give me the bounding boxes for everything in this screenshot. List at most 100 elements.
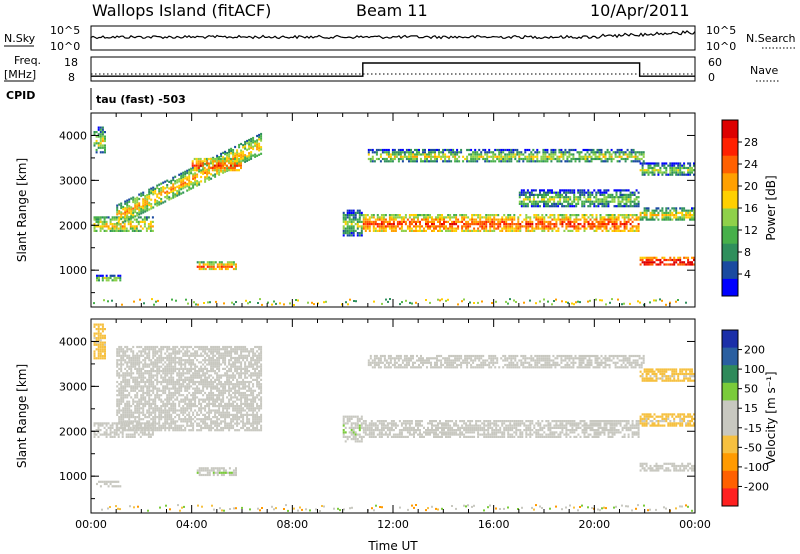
heatmap-cell [539,205,541,208]
heatmap-cell [641,162,644,165]
heatmap-cell [442,148,445,152]
heatmap-cell [458,155,461,158]
heatmap-cell [198,422,201,425]
heatmap-cell [591,193,594,196]
heatmap-cell [675,162,678,165]
heatmap-cell [240,162,242,165]
heatmap-cell [188,385,191,388]
heatmap-cell [190,365,193,368]
heatmap-cell [532,193,535,196]
heatmap-cell [176,372,179,375]
heatmap-cell [689,171,692,174]
heatmap-cell [534,189,537,192]
heatmap-cell [99,422,102,425]
heatmap-cell [184,426,187,430]
heatmap-cell [194,372,197,375]
heatmap-cell [350,218,353,221]
heatmap-cell [555,196,558,199]
heatmap-cell [104,139,106,143]
heatmap-cell [505,300,507,303]
heatmap-cell [532,202,535,205]
heatmap-cell [197,157,200,161]
heatmap-cell [153,303,155,306]
heatmap-cell [206,175,209,178]
heatmap-cell [126,405,129,408]
heatmap-cell [483,220,486,223]
heatmap-cell [529,220,532,223]
heatmap-cell [659,209,662,212]
heatmap-cell [207,157,210,161]
heatmap-cell [655,258,658,262]
heatmap-cell [154,354,157,357]
heatmap-cell [470,157,473,161]
heatmap-cell [210,389,213,392]
heatmap-cell [619,189,622,192]
heatmap-cell [693,263,695,266]
heatmap-cell [160,348,163,351]
heatmap-cell [168,396,171,399]
heatmap-cell [184,396,187,399]
heatmap-cell [232,153,235,156]
heatmap-cell [178,173,181,176]
heatmap-cell [248,143,251,146]
heatmap-cell [565,196,568,199]
heatmap-cell [391,148,394,152]
heatmap-cell [138,193,141,196]
heatmap-cell [596,148,599,152]
heatmap-cell [210,418,213,421]
heatmap-cell [671,207,674,210]
heatmap-cell [561,220,564,223]
heatmap-cell [570,153,573,156]
heatmap-cell [611,225,614,228]
heatmap-cell [101,144,104,147]
heatmap-cell [164,402,167,405]
heatmap-cell [565,225,568,228]
heatmap-cell [120,380,123,384]
heatmap-cell [146,348,149,351]
heatmap-cell [146,420,149,423]
heatmap-cell [663,218,666,221]
heatmap-cell [150,429,153,432]
heatmap-cell [655,216,658,219]
heatmap-cell [244,145,247,148]
heatmap-cell [202,420,205,423]
heatmap-cell [667,216,670,219]
heatmap-cell [563,191,566,194]
heatmap-cell [398,223,401,226]
heatmap-cell [146,424,149,427]
heatmap-cell [126,212,129,215]
heatmap-cell [358,214,361,217]
heatmap-cell [172,402,175,405]
heatmap-cell [200,365,203,368]
heatmap-cell [577,225,580,228]
heatmap-cell [93,131,96,134]
heatmap-cell [559,189,562,192]
heatmap-cell [203,160,206,163]
heatmap-cell [575,198,578,201]
heatmap-cell [675,300,677,303]
heatmap-cell [184,359,187,362]
heatmap-cell [129,433,132,436]
heatmap-cell [393,153,396,156]
heatmap-cell [645,216,648,219]
heatmap-cell [599,198,602,201]
heatmap-cell [649,216,652,219]
heatmap-cell [218,413,221,416]
heatmap-cell [346,232,349,235]
heatmap-cell [142,372,145,375]
heatmap-cell [206,416,209,419]
heatmap-cell [350,232,353,235]
heatmap-cell [222,389,225,392]
heatmap-cell [248,141,251,144]
heatmap-cell [683,218,686,221]
heatmap-cell [607,220,610,223]
heatmap-cell [174,345,177,349]
heatmap-cell [543,229,546,232]
heatmap-cell [417,214,419,217]
heatmap-cell [144,416,147,419]
heatmap-cell [442,155,445,158]
heatmap-cell [115,276,118,280]
heatmap-cell [182,372,185,375]
heatmap-cell [636,157,639,161]
heatmap-cell [95,218,98,221]
